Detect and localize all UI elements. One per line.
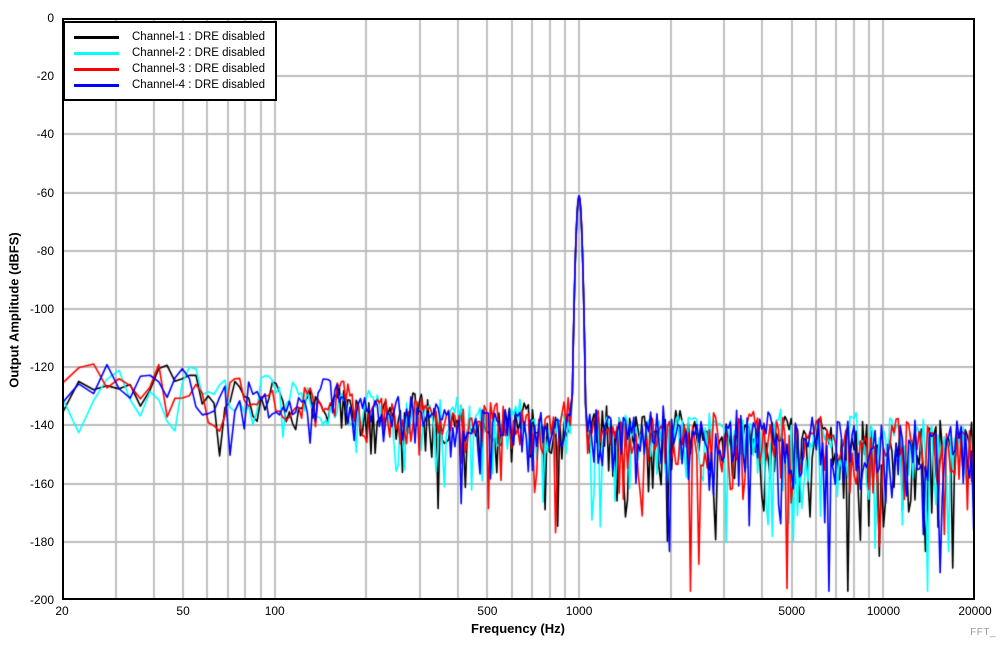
legend-label: Channel-2 : DRE disabled	[132, 47, 265, 59]
y-tick-label: 0	[47, 11, 54, 25]
y-tick-label: -100	[29, 302, 54, 316]
y-tick-label: -180	[29, 534, 54, 549]
y-tick-label: -120	[29, 360, 54, 375]
legend-item: Channel-1 : DRE disabled	[74, 29, 265, 45]
x-tick-label: 50	[176, 604, 190, 618]
plot-canvas	[62, 18, 975, 600]
x-tick-label: 20	[55, 604, 69, 618]
y-tick-label: -200	[29, 593, 54, 607]
x-tick-label: 20000	[958, 604, 992, 618]
y-tick-label: -140	[29, 418, 54, 433]
y-tick-label: -160	[29, 476, 54, 491]
y-axis-title: Output Amplitude (dBFS)	[6, 232, 22, 388]
x-axis-title: Frequency (Hz)	[471, 621, 565, 636]
x-tick-label: 10000	[866, 604, 901, 618]
watermark-text: FFT_	[970, 627, 996, 638]
y-tick-label: -20	[36, 69, 54, 84]
legend-item: Channel-4 : DRE disabled	[74, 77, 265, 93]
y-tick-label: -80	[36, 243, 54, 258]
x-tick-label: 1000	[565, 604, 593, 618]
legend-line-swatch	[74, 51, 119, 55]
legend-item: Channel-3 : DRE disabled	[74, 61, 265, 77]
y-tick-label: -40	[36, 127, 54, 142]
x-tick-label: 100	[264, 604, 285, 618]
legend-box: Channel-1 : DRE disabled Channel-2 : DRE …	[63, 21, 277, 101]
legend-label: Channel-3 : DRE disabled	[132, 63, 265, 75]
legend-line-swatch	[74, 35, 119, 39]
x-tick-label: 5000	[778, 604, 806, 618]
legend-label: Channel-1 : DRE disabled	[132, 31, 265, 43]
x-tick-label: 500	[477, 604, 498, 618]
legend-line-swatch	[74, 83, 119, 87]
legend-label: Channel-4 : DRE disabled	[132, 79, 265, 91]
legend-line-swatch	[74, 67, 119, 71]
legend-item: Channel-2 : DRE disabled	[74, 45, 265, 61]
y-tick-label: -60	[36, 185, 54, 200]
